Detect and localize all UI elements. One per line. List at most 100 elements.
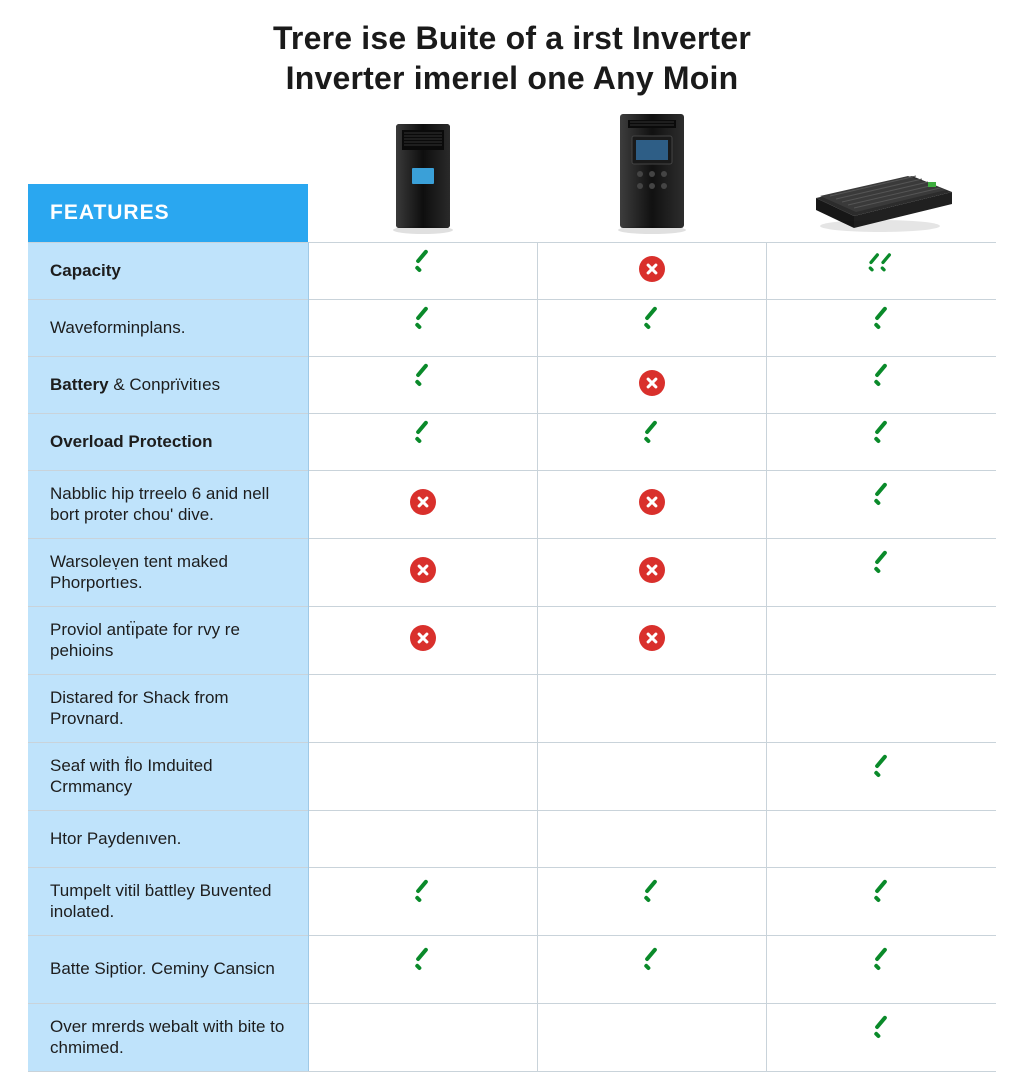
check-icon — [869, 954, 895, 980]
value-cell — [308, 243, 537, 300]
feature-label: Capacity — [50, 261, 294, 282]
value-cell — [767, 243, 996, 300]
feature-label: Nabblic hip trreelo 6 anid nell bort pro… — [50, 484, 294, 525]
table-row: Batte Siptior. Ceminy Cansicn — [28, 936, 996, 1004]
value-cell — [537, 414, 766, 471]
value-cell — [308, 357, 537, 414]
value-cell — [767, 357, 996, 414]
value-cell — [537, 811, 766, 868]
cross-icon — [639, 489, 665, 515]
value-cell — [308, 300, 537, 357]
feature-label-cell: Tumpelt vitil ḃattley Buvented inolated. — [28, 868, 308, 936]
value-cell — [537, 357, 766, 414]
page: Trere ise Buite of a irst Inverter Inver… — [0, 0, 1024, 1024]
check-icon — [410, 313, 436, 339]
check-icon — [639, 886, 665, 912]
feature-label: Waveforminplans. — [50, 318, 294, 339]
check-icon — [410, 256, 436, 282]
product-b-image — [537, 110, 766, 242]
feature-label: Overload Protection — [50, 432, 294, 453]
feature-label-cell: Nabblic hip trreelo 6 anid nell bort pro… — [28, 471, 308, 539]
check-icon — [869, 886, 895, 912]
value-cell — [308, 539, 537, 607]
value-cell — [767, 675, 996, 743]
value-cell — [767, 811, 996, 868]
table-row: Tumpelt vitil ḃattley Buvented inolated. — [28, 868, 996, 936]
value-cell — [308, 675, 537, 743]
table-row: Seaf with ḟlo Imduited Crmmancy — [28, 743, 996, 811]
value-cell — [308, 868, 537, 936]
value-cell — [308, 811, 537, 868]
value-cell — [767, 936, 996, 1004]
value-cell — [537, 607, 766, 675]
feature-label-cell: Batte Siptior. Ceminy Cansicn — [28, 936, 308, 1004]
check-icon — [869, 370, 895, 396]
feature-label: Distared for Shack from Provnard. — [50, 688, 294, 729]
features-header-label: FEATURES — [50, 201, 170, 225]
feature-label-cell: Capacity — [28, 243, 308, 300]
value-cell — [537, 743, 766, 811]
value-cell — [767, 1004, 996, 1072]
product-a-image — [308, 110, 537, 242]
feature-label: Proviol antı̈pate for rvy re pehioins — [50, 620, 294, 661]
value-cell — [767, 743, 996, 811]
value-cell — [767, 414, 996, 471]
value-cell — [537, 1004, 766, 1072]
cross-icon — [639, 370, 665, 396]
cross-icon — [410, 489, 436, 515]
feature-label: Batte Siptior. Ceminy Cansicn — [50, 959, 294, 980]
table-row: Proviol antı̈pate for rvy re pehioins — [28, 607, 996, 675]
feature-label-cell: Battery & Conprïvitıes — [28, 357, 308, 414]
value-cell — [308, 936, 537, 1004]
table-row: Nabblic hip trreelo 6 anid nell bort pro… — [28, 471, 996, 539]
value-cell — [767, 607, 996, 675]
cross-icon — [639, 256, 665, 282]
feature-label-cell: Over mrerds webalt with bite to chmimed. — [28, 1004, 308, 1072]
check-icon — [410, 886, 436, 912]
comparison-table: Capacity Waveforminplans. Battery & Conprï… — [28, 242, 996, 1072]
value-cell — [537, 868, 766, 936]
value-cell — [537, 539, 766, 607]
check-icon — [869, 761, 895, 787]
table-row: Waveforminplans. — [28, 300, 996, 357]
check-icon — [410, 427, 436, 453]
feature-label-cell: Proviol antı̈pate for rvy re pehioins — [28, 607, 308, 675]
value-cell — [308, 743, 537, 811]
check-icon — [869, 489, 895, 515]
value-cell — [767, 539, 996, 607]
table-row: Battery & Conprïvitıes — [28, 357, 996, 414]
check-icon — [869, 427, 895, 453]
value-cell — [767, 471, 996, 539]
feature-label: Battery & Conprïvitıes — [50, 375, 294, 396]
feature-label-cell: Overload Protection — [28, 414, 308, 471]
cross-icon — [410, 625, 436, 651]
features-header: FEATURES — [28, 184, 308, 242]
cross-icon — [639, 625, 665, 651]
value-cell — [537, 936, 766, 1004]
product-c-image — [767, 110, 996, 242]
value-cell — [537, 243, 766, 300]
value-cell — [308, 607, 537, 675]
value-cell — [767, 300, 996, 357]
page-title: Trere ise Buite of a irst Inverter Inver… — [28, 18, 996, 98]
check-icon — [639, 313, 665, 339]
feature-label: Htor Paydenıven. — [50, 829, 294, 850]
value-cell — [308, 471, 537, 539]
feature-label-cell: Htor Paydenıven. — [28, 811, 308, 868]
check-icon — [639, 427, 665, 453]
feature-label-cell: Warsoleṿen tent maked Phorportıes. — [28, 539, 308, 607]
inverter-flat-box-icon — [796, 126, 966, 236]
feature-label: Warsoleṿen tent maked Phorportıes. — [50, 552, 294, 593]
check-icon — [410, 954, 436, 980]
cross-icon — [410, 557, 436, 583]
inverter-lcd-icon — [602, 110, 702, 236]
feature-label: Seaf with ḟlo Imduited Crmmancy — [50, 756, 294, 797]
check-icon — [869, 313, 895, 339]
check-icon — [869, 557, 895, 583]
table-row: Htor Paydenıven. — [28, 811, 996, 868]
table-row: Over mrerds webalt with bite to chmimed. — [28, 1004, 996, 1072]
table-header-row: FEATURES — [28, 110, 996, 242]
cross-icon — [639, 557, 665, 583]
feature-label-cell: Waveforminplans. — [28, 300, 308, 357]
title-line-2: Inverter imerıel one Any Moin — [286, 60, 739, 96]
